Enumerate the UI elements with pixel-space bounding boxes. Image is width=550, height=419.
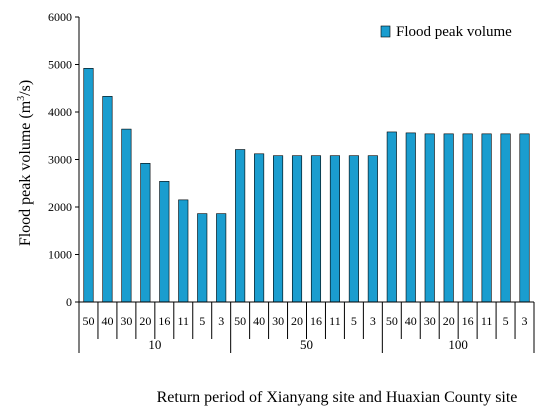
x-tick-label: 40 [405, 314, 417, 328]
bar [310, 155, 322, 303]
bar [140, 163, 151, 303]
bar [254, 153, 265, 303]
bar [291, 155, 303, 303]
x-tick-label: 20 [443, 314, 455, 328]
bar [235, 149, 246, 303]
bar [348, 155, 359, 303]
bar [197, 213, 208, 303]
bar [102, 96, 113, 303]
x-tick-label: 50 [386, 314, 398, 328]
x-tick-label: 11 [481, 314, 493, 328]
x-tick-label: 11 [329, 314, 341, 328]
bar [443, 133, 454, 303]
bar [500, 133, 511, 303]
y-axis-title-unit-sup: 3 [16, 96, 27, 101]
y-tick-label: 6000 [48, 10, 72, 24]
x-tick-label: 30 [272, 314, 284, 328]
y-axis-title-unit-tail: /s) [17, 80, 34, 96]
bar [216, 213, 227, 303]
x-tick-label: 40 [101, 314, 113, 328]
y-tick-label: 5000 [48, 58, 72, 72]
y-tick-label: 1000 [48, 248, 72, 262]
bar [121, 128, 132, 303]
bar [367, 155, 378, 303]
bars [83, 68, 530, 303]
bar [329, 155, 340, 303]
y-tick-label: 4000 [48, 105, 72, 119]
bar [159, 181, 170, 303]
y-tick-label: 2000 [48, 200, 72, 214]
legend-label: Flood peak volume [396, 24, 512, 40]
y-axis-title-main: Flood peak volume [17, 123, 34, 247]
x-tick-label: 5 [503, 314, 509, 328]
legend: Flood peak volume [380, 24, 512, 40]
x-group-label: 100 [448, 337, 468, 352]
bar [273, 155, 284, 303]
y-axis-title-unit-base: (m [17, 100, 34, 118]
bar [424, 133, 435, 303]
y-tick-label: 3000 [48, 153, 72, 167]
legend-swatch [380, 25, 391, 38]
y-axis: 0 1000 2000 3000 4000 5000 6000 [48, 10, 80, 309]
x-tick-label: 40 [253, 314, 265, 328]
x-tick-label: 11 [177, 314, 189, 328]
x-tick-label: 16 [158, 314, 170, 328]
y-axis-title: Flood peak volume (m3/s) [16, 80, 34, 246]
bar [519, 133, 530, 303]
x-tick-label: 16 [462, 314, 474, 328]
x-tick-label: 5 [351, 314, 357, 328]
x-tick-label: 3 [218, 314, 224, 328]
x-tick-label: 50 [82, 314, 94, 328]
bar [386, 131, 397, 303]
x-tick-label: 3 [522, 314, 528, 328]
y-tick-label: 0 [66, 295, 72, 309]
bar [83, 68, 94, 303]
x-group-label: 50 [300, 337, 313, 352]
bar [405, 132, 416, 303]
x-axis: 50 40 30 20 16 11 5 3 50 40 30 20 16 11 5 3 50 40 30 20 16 11… [78, 301, 535, 353]
x-tick-label: 50 [234, 314, 246, 328]
x-group-label: 10 [148, 337, 161, 352]
x-tick-label: 30 [120, 314, 132, 328]
bar [178, 199, 189, 303]
x-tick-label: 30 [424, 314, 436, 328]
x-tick-label: 5 [199, 314, 205, 328]
bar [481, 133, 492, 303]
x-tick-label: 16 [310, 314, 322, 328]
bar [462, 133, 473, 303]
x-tick-label: 20 [139, 314, 151, 328]
x-tick-label: 20 [291, 314, 303, 328]
x-axis-title: Return period of Xianyang site and Huaxi… [157, 389, 518, 406]
x-tick-label: 3 [370, 314, 376, 328]
